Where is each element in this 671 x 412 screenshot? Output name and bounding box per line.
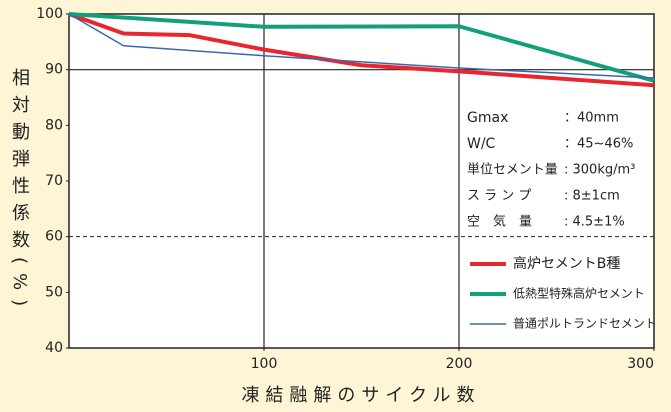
y-tick-label: 40: [45, 340, 63, 356]
x-axis-label: 凍結融解のサイクル数: [241, 385, 480, 406]
annotation-value: : 300kg/m³: [564, 163, 635, 178]
y-tick-label: 50: [45, 284, 63, 300]
y-tick-label: 60: [45, 229, 63, 245]
y-tick-label: 90: [45, 62, 63, 78]
annotation-value: : 8±1cm: [564, 189, 620, 204]
series-line: [68, 12, 655, 83]
x-tick-label: 200: [446, 356, 473, 372]
legend-label: 普通ポルトランドセメント: [513, 317, 657, 331]
annotation-label: 単位セメント量: [467, 162, 558, 178]
annotation-value: ：45~46%: [564, 137, 633, 152]
series-line: [68, 12, 655, 88]
annotation-label: 空 気 量: [467, 214, 532, 230]
x-tick-label: 100: [251, 356, 278, 372]
y-tick-label: 70: [45, 173, 63, 189]
y-tick-label: 100: [36, 6, 63, 22]
annotation-label: Gmax: [467, 110, 508, 126]
annotation-value: : 4.5±1%: [564, 215, 625, 230]
x-tick-label: 300: [627, 356, 654, 372]
series-line: [68, 13, 655, 79]
legend-label: 低熱型特殊高炉セメント: [513, 286, 645, 301]
legend-label: 高炉セメントB種: [513, 255, 620, 272]
annotation-label: W/C: [467, 136, 496, 152]
annotation-label: ス ラ ン プ: [467, 189, 531, 204]
y-axis-label: 相対動弾性係数(%): [9, 68, 30, 316]
annotation-value: ：40mm: [564, 111, 619, 126]
y-tick-label: 80: [45, 117, 63, 133]
